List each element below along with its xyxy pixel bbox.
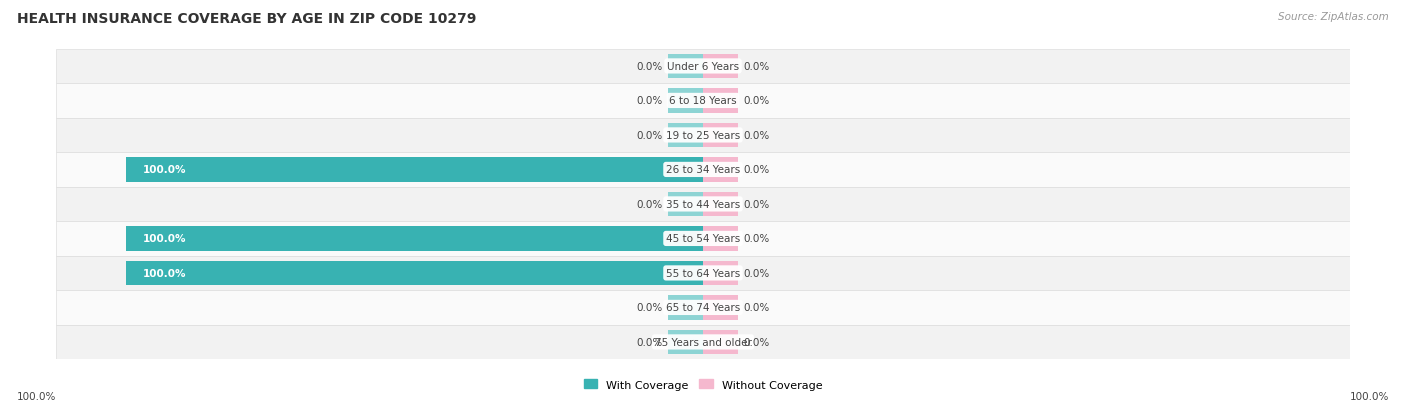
Text: 0.0%: 0.0% <box>637 303 662 313</box>
Text: 0.0%: 0.0% <box>744 337 769 347</box>
Legend: With Coverage, Without Coverage: With Coverage, Without Coverage <box>579 375 827 394</box>
Bar <box>56 153 1350 187</box>
Text: 0.0%: 0.0% <box>744 268 769 278</box>
Bar <box>703 123 738 148</box>
Text: 0.0%: 0.0% <box>637 62 662 72</box>
Bar <box>668 55 703 79</box>
Text: Source: ZipAtlas.com: Source: ZipAtlas.com <box>1278 12 1389 22</box>
Text: 0.0%: 0.0% <box>637 96 662 106</box>
Bar <box>56 119 1350 153</box>
Bar <box>56 222 1350 256</box>
Text: 35 to 44 Years: 35 to 44 Years <box>666 199 740 209</box>
Text: 100.0%: 100.0% <box>1350 391 1389 401</box>
Text: 65 to 74 Years: 65 to 74 Years <box>666 303 740 313</box>
Bar <box>703 192 738 217</box>
Text: 0.0%: 0.0% <box>744 303 769 313</box>
Bar <box>125 226 703 251</box>
Bar <box>125 261 703 286</box>
Text: Under 6 Years: Under 6 Years <box>666 62 740 72</box>
Bar <box>668 123 703 148</box>
Text: 6 to 18 Years: 6 to 18 Years <box>669 96 737 106</box>
Bar <box>703 55 738 79</box>
Bar <box>703 158 738 183</box>
Text: 19 to 25 Years: 19 to 25 Years <box>666 131 740 140</box>
Text: 100.0%: 100.0% <box>143 165 187 175</box>
Text: 0.0%: 0.0% <box>637 337 662 347</box>
Bar <box>56 256 1350 290</box>
Text: 100.0%: 100.0% <box>17 391 56 401</box>
Text: 45 to 54 Years: 45 to 54 Years <box>666 234 740 244</box>
Text: 0.0%: 0.0% <box>744 165 769 175</box>
Text: 55 to 64 Years: 55 to 64 Years <box>666 268 740 278</box>
Bar <box>703 89 738 114</box>
Text: 0.0%: 0.0% <box>744 234 769 244</box>
Text: 75 Years and older: 75 Years and older <box>655 337 751 347</box>
Bar <box>668 192 703 217</box>
Bar <box>668 330 703 354</box>
Text: 0.0%: 0.0% <box>744 131 769 140</box>
Bar <box>56 325 1350 359</box>
Bar <box>56 290 1350 325</box>
Text: 0.0%: 0.0% <box>744 199 769 209</box>
Text: 26 to 34 Years: 26 to 34 Years <box>666 165 740 175</box>
Bar <box>668 89 703 114</box>
Text: 0.0%: 0.0% <box>744 62 769 72</box>
Text: 100.0%: 100.0% <box>143 234 187 244</box>
Bar <box>56 187 1350 222</box>
Text: HEALTH INSURANCE COVERAGE BY AGE IN ZIP CODE 10279: HEALTH INSURANCE COVERAGE BY AGE IN ZIP … <box>17 12 477 26</box>
Bar <box>703 226 738 251</box>
Text: 0.0%: 0.0% <box>744 96 769 106</box>
Bar <box>703 261 738 286</box>
Text: 100.0%: 100.0% <box>143 268 187 278</box>
Bar <box>56 50 1350 84</box>
Bar <box>668 295 703 320</box>
Bar <box>703 330 738 354</box>
Bar <box>125 158 703 183</box>
Text: 0.0%: 0.0% <box>637 199 662 209</box>
Bar <box>703 295 738 320</box>
Bar <box>56 84 1350 119</box>
Text: 0.0%: 0.0% <box>637 131 662 140</box>
